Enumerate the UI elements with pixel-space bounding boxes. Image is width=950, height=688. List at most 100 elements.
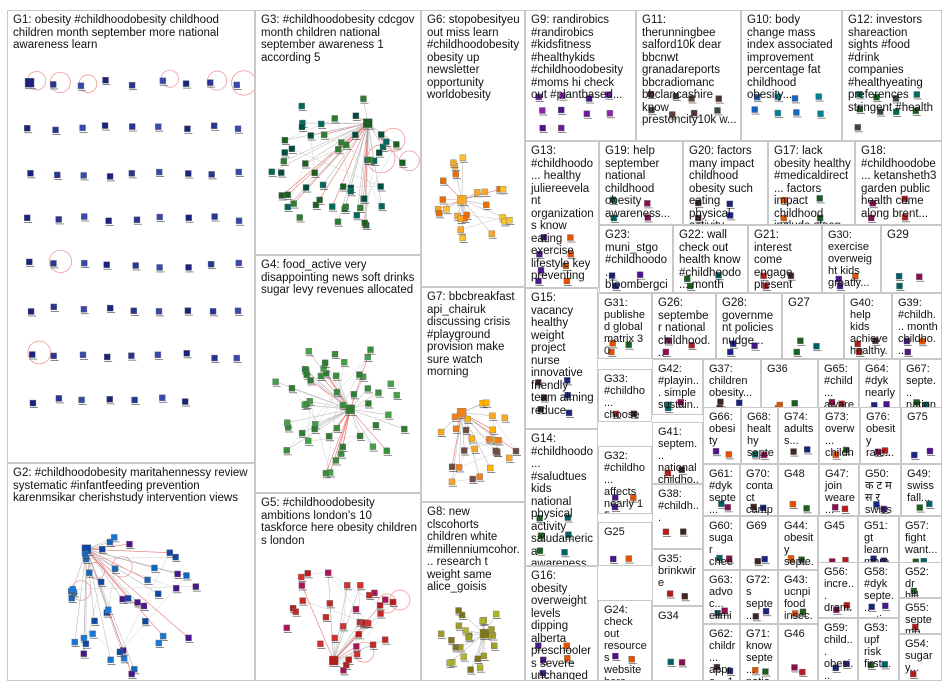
group-g60[interactable]: G60: sugar cheer... xyxy=(703,516,740,570)
group-g59[interactable]: G59: child... obesi... sept... xyxy=(818,618,858,681)
group-g39[interactable]: G39: #childh... month childho... xyxy=(892,293,942,359)
group-label: G45 xyxy=(824,520,845,532)
group-g47[interactable]: G47: join weare... xyxy=(819,464,859,516)
group-g70[interactable]: G70: contact camp croqu... xyxy=(740,464,778,516)
node xyxy=(535,277,542,285)
group-g48[interactable]: G48 xyxy=(778,464,819,516)
group-g11[interactable]: G11: therunningbee salford10k dear bbcnw… xyxy=(636,10,741,141)
group-g19[interactable]: G19: help september national childhood o… xyxy=(599,141,683,225)
group-g28[interactable]: G28: government policies nudge... xyxy=(716,293,782,359)
node xyxy=(499,186,507,193)
group-g58[interactable]: G58: #dyk septe... natio... xyxy=(858,562,899,618)
group-g15[interactable]: G15: vacancy healthy weight project nurs… xyxy=(525,288,598,429)
group-g16[interactable]: G16: obesity overweight levels dipping a… xyxy=(525,566,598,681)
node xyxy=(565,531,572,538)
group-g24[interactable]: G24: check out resources website here... xyxy=(598,600,652,681)
group-g50[interactable]: G50: क ट म स र swiss ए ज... xyxy=(859,464,901,516)
node xyxy=(501,414,509,421)
group-g23[interactable]: G23: muni_stgo #childhoodo... bloombergc… xyxy=(599,225,673,293)
group-g22[interactable]: G22: wall check out health know #childho… xyxy=(673,225,748,293)
group-g2[interactable]: G2: #childhoodobesity maritahennessy rev… xyxy=(7,463,255,681)
node xyxy=(904,348,911,356)
group-g25-nodes xyxy=(610,555,634,564)
group-g46[interactable]: G46 xyxy=(778,624,818,681)
group-g20[interactable]: G20: factors many impact childhood obesi… xyxy=(683,141,768,225)
group-g42[interactable]: G42: #playin... simple sustain... xyxy=(652,359,703,415)
group-g4[interactable]: G4: food_active very disappointing news … xyxy=(255,255,421,493)
node xyxy=(714,107,721,114)
group-g41[interactable]: G41: septem... national childho... xyxy=(652,422,703,484)
group-g1[interactable]: G1: obesity #childhoodobesity childhood … xyxy=(7,10,255,463)
group-g13[interactable]: G13: #childhoodo... healthy juliereevela… xyxy=(525,141,599,288)
group-g17[interactable]: G17: lack obesity healthy #medicaldirect… xyxy=(768,141,855,225)
group-g69[interactable]: G69 xyxy=(740,516,778,570)
group-g61[interactable]: G61: #dyk septe... xyxy=(703,464,740,516)
group-g30[interactable]: G30: exercise overweight kids greatly... xyxy=(822,225,881,293)
group-g73[interactable]: G73: overw... childh... xyxy=(819,407,860,464)
group-g40[interactable]: G40: help kids achieve healthy... xyxy=(844,293,892,359)
group-g7[interactable]: G7: bbcbreakfast api_chairuk discussing … xyxy=(421,287,525,502)
node xyxy=(483,201,490,209)
group-g75[interactable]: G75 xyxy=(901,407,942,464)
group-g71[interactable]: G71: know septe... natio... xyxy=(740,624,778,681)
node xyxy=(302,160,309,167)
group-g31[interactable]: G31: published global matrix 3 0 novemb.… xyxy=(598,293,652,359)
group-g14[interactable]: G14: #childhoodo... #saludtues kids nati… xyxy=(525,429,598,566)
group-g18[interactable]: G18: #childhoodobe... ketansheth3 garden… xyxy=(855,141,942,225)
node xyxy=(625,555,632,562)
node xyxy=(457,226,464,233)
group-g3[interactable]: G3: #childhoodobesity cdcgov month child… xyxy=(255,10,421,255)
group-g37[interactable]: G37: children obesity... xyxy=(703,359,761,415)
group-g34[interactable]: G34 xyxy=(652,606,703,681)
edge xyxy=(451,412,462,467)
group-g43[interactable]: G43: ucnpi food insec... xyxy=(778,570,818,624)
group-g53[interactable]: G53: upf risk first... xyxy=(858,618,899,681)
group-g27[interactable]: G27 xyxy=(782,293,844,359)
node xyxy=(342,203,349,211)
group-g9[interactable]: G9: randirobics #randirobics #kidsfitnes… xyxy=(525,10,636,141)
group-g56[interactable]: G56: incre... dram... #chil... xyxy=(818,562,858,618)
group-g72[interactable]: G72: s septe... childh... obesit... xyxy=(740,570,778,624)
group-g32[interactable]: G32: #childho... affects nearly 1 5 chil… xyxy=(598,446,652,514)
group-g55[interactable]: G55: septemb... xyxy=(899,598,942,634)
group-g49[interactable]: G49: swiss fall... xyxy=(901,464,942,516)
group-g54[interactable]: G54: sugary... xyxy=(899,634,942,681)
group-g10[interactable]: G10: body change mass index associated i… xyxy=(741,10,842,141)
edge xyxy=(86,549,138,603)
node xyxy=(79,124,86,132)
node xyxy=(567,234,574,241)
group-g33[interactable]: G33: #childho... choose between #harm... xyxy=(598,369,652,422)
group-g63[interactable]: G63: advoc... elimin... xyxy=(703,570,740,624)
group-g5[interactable]: G5: #childhoodobesity ambitions london's… xyxy=(255,493,421,681)
group-g52[interactable]: G52: dr hill... xyxy=(899,562,942,598)
node xyxy=(369,443,377,450)
group-g57[interactable]: G57: fight want... xyxy=(899,516,942,570)
group-g36[interactable]: G36 xyxy=(761,359,818,415)
group-g8[interactable]: G8: new clscohorts children white #mille… xyxy=(421,502,525,681)
node xyxy=(817,110,824,117)
group-g64[interactable]: G64: #dyk nearly... xyxy=(859,359,900,415)
node xyxy=(105,217,112,225)
group-g12[interactable]: G12: investors shareaction sights #food … xyxy=(842,10,942,141)
group-g44[interactable]: G44: obesity septe... natio... xyxy=(778,516,818,570)
group-g6[interactable]: G6: stopobesityeu out miss learn #childh… xyxy=(421,10,525,287)
group-g66[interactable]: G66: obesity xyxy=(703,407,741,464)
group-g62[interactable]: G62: childr... appro... 1 5 u... xyxy=(703,624,740,681)
group-g21[interactable]: G21: interest come engage present predic… xyxy=(748,225,822,293)
node xyxy=(331,350,339,358)
group-g67[interactable]: G67: septe... nation... xyxy=(900,359,942,415)
group-g68[interactable]: G68: healthy septe... xyxy=(741,407,778,464)
node xyxy=(456,408,467,418)
group-g26[interactable]: G26: september national childhood... xyxy=(652,293,716,359)
group-label: G26: september national childhood... xyxy=(658,297,711,359)
group-g35[interactable]: G35: brinkwire xyxy=(652,549,703,606)
group-g38[interactable]: G38: #childh... xyxy=(652,484,703,549)
group-g29[interactable]: G29 xyxy=(881,225,942,293)
node xyxy=(625,341,632,348)
node xyxy=(324,569,332,576)
node xyxy=(448,637,455,644)
group-g74[interactable]: G74: adults s... xyxy=(778,407,819,464)
group-g76[interactable]: G76: obesity rate... xyxy=(860,407,901,464)
node xyxy=(606,110,614,117)
group-g25[interactable]: G25 xyxy=(598,522,652,566)
